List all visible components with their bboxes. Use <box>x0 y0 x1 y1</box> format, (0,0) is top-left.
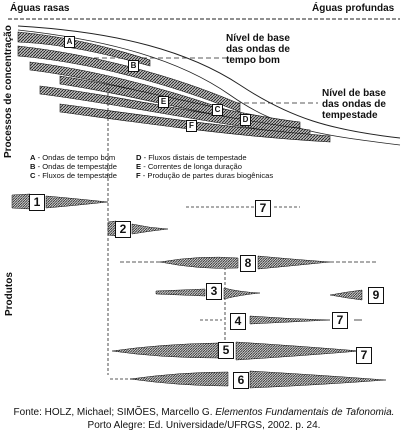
legend-f: F - Produção de partes duras biogênicas <box>136 171 273 180</box>
band-label-e: E <box>158 96 169 108</box>
seafloor-line <box>17 25 401 139</box>
lens-3b <box>223 287 261 300</box>
legend-b-key: B <box>30 162 36 171</box>
product-label-7a: 7 <box>255 200 271 217</box>
deep-water-label: Águas profundas <box>312 3 395 14</box>
legend-a: A - Ondas de tempo bom <box>30 153 115 162</box>
legend-f-text: - Produção de partes duras biogênicas <box>140 171 274 180</box>
seafloor-line-2 <box>17 29 401 146</box>
lens-6b <box>249 370 387 389</box>
product-label-4: 4 <box>230 313 246 330</box>
legend-a-text: - Ondas de tempo bom <box>35 153 116 162</box>
product-label-7c: 7 <box>356 347 372 364</box>
band-a <box>17 31 151 67</box>
legend-c-key: C <box>30 171 36 180</box>
lens-1a <box>11 193 31 210</box>
band-label-b: B <box>128 60 139 72</box>
caption-prefix: Fonte: HOLZ, Michael; SIMÕES, Marcello G… <box>13 407 216 418</box>
product-label-3: 3 <box>206 283 222 300</box>
caption-line-2: Porto Alegre: Ed. Universidade/UFRGS, 20… <box>87 420 321 431</box>
lens-2b <box>131 223 169 235</box>
band-label-c: C <box>212 104 223 116</box>
caption-title: Elementos Fundamentais de Tafonomia. <box>215 407 395 418</box>
legend-d-key: D <box>136 153 142 162</box>
product-label-2: 2 <box>115 221 131 238</box>
axis-processes-label: Processos de concentração <box>3 25 14 158</box>
fair-line-2: das ondas de <box>226 44 290 55</box>
lens-3a <box>155 288 206 297</box>
band-label-d: D <box>240 114 251 126</box>
legend-d-text: - Fluxos distais de tempestade <box>141 153 247 162</box>
axis-products-label: Produtos <box>4 272 15 316</box>
lens-1b <box>45 195 109 209</box>
legend-b-text: - Ondas de tempestade <box>35 162 117 171</box>
legend-d: D - Fluxos distais de tempestade <box>136 153 247 162</box>
legend-b: B - Ondas de tempestade <box>30 162 117 171</box>
product-label-9: 9 <box>368 287 384 304</box>
product-label-1: 1 <box>29 194 45 211</box>
storm-line-1: Nível de base <box>322 88 386 99</box>
lens-4b <box>249 315 331 325</box>
lens-8b <box>257 255 331 270</box>
product-label-7b: 7 <box>332 312 348 329</box>
shallow-water-label: Águas rasas <box>10 3 70 14</box>
lens-5a <box>111 342 219 359</box>
storm-line-3: tempestade <box>322 110 378 121</box>
legend-f-key: F <box>136 171 141 180</box>
fair-weather-base-label: Nível de base das ondas de tempo bom <box>226 33 290 66</box>
fair-line-3: tempo bom <box>226 55 280 66</box>
lens-8a <box>159 256 239 269</box>
lens-6a <box>129 371 229 387</box>
fair-line-1: Nível de base <box>226 33 290 44</box>
storm-base-label: Nível de base das ondas de tempestade <box>322 88 386 121</box>
caption-line-1: Fonte: HOLZ, Michael; SIMÕES, Marcello G… <box>0 406 408 419</box>
lens-5b <box>235 341 361 361</box>
band-label-f: F <box>186 120 197 132</box>
legend-c: C - Fluxos de tempestade <box>30 171 117 180</box>
band-label-a: A <box>64 36 75 48</box>
legend-e: E - Correntes de longa duração <box>136 162 242 171</box>
legend-a-key: A <box>30 153 36 162</box>
product-label-8: 8 <box>240 255 256 272</box>
product-label-6: 6 <box>233 372 249 389</box>
legend-c-text: - Fluxos de tempestade <box>35 171 117 180</box>
product-lenses <box>11 193 387 389</box>
product-label-5: 5 <box>218 342 234 359</box>
storm-line-2: das ondas de <box>322 99 386 110</box>
legend-e-key: E <box>136 162 142 171</box>
lens-9a <box>329 289 363 301</box>
legend-e-text: - Correntes de longa duração <box>141 162 242 171</box>
